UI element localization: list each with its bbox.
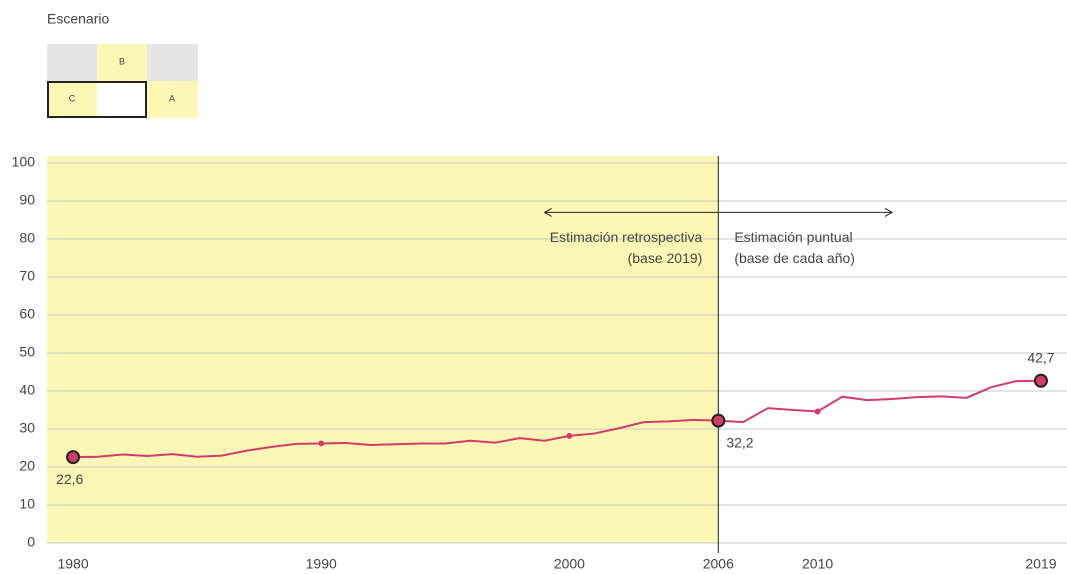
annotation: Estimación puntual (734, 229, 852, 245)
arrow-head (543, 207, 552, 217)
annotation: Estimación retrospectiva (550, 229, 703, 245)
cell[interactable] (97, 44, 147, 81)
cell[interactable] (47, 81, 97, 118)
y-tick-label: 50 (19, 344, 35, 360)
y-tick-label: 80 (19, 230, 35, 246)
selector-title: Escenario (47, 11, 109, 27)
y-tick-label: 100 (12, 154, 36, 170)
value-label: 32,2 (726, 434, 753, 450)
x-tick-label: 2010 (802, 556, 833, 572)
point (1033, 373, 1048, 388)
y-tick-label: 0 (27, 534, 35, 550)
y-tick-label: 40 (19, 382, 35, 398)
y-tick-label: 30 (19, 420, 35, 436)
y-tick-label: 10 (19, 496, 35, 512)
point (711, 413, 726, 428)
cell-label: A (169, 93, 175, 103)
x-tick-label: 2000 (554, 556, 585, 572)
annotation: (base de cada año) (734, 250, 855, 266)
arrow-head (884, 207, 894, 217)
point (66, 450, 81, 465)
x-tick-label: 1990 (306, 556, 337, 572)
y-tick-label: 60 (19, 306, 35, 322)
cell (147, 44, 198, 81)
line (73, 379, 1041, 459)
annotation: (base 2019) (628, 250, 703, 266)
x-tick-label: 2006 (703, 556, 734, 572)
point (566, 432, 573, 439)
x-tick-label: 2019 (1025, 556, 1056, 572)
x-tick-label: 1980 (57, 556, 88, 572)
selected-border (47, 81, 147, 118)
cell (47, 44, 97, 81)
cell-label: C (69, 93, 76, 103)
shade (47, 156, 719, 543)
value-label: 42,7 (1027, 349, 1054, 365)
point (318, 440, 325, 447)
y-tick-label: 90 (19, 192, 35, 208)
value-label: 22,6 (56, 471, 83, 487)
y-tick-label: 70 (19, 268, 35, 284)
cell[interactable] (147, 81, 198, 118)
y-tick-label: 20 (19, 458, 35, 474)
cell-label: B (119, 56, 125, 66)
point (814, 408, 821, 415)
